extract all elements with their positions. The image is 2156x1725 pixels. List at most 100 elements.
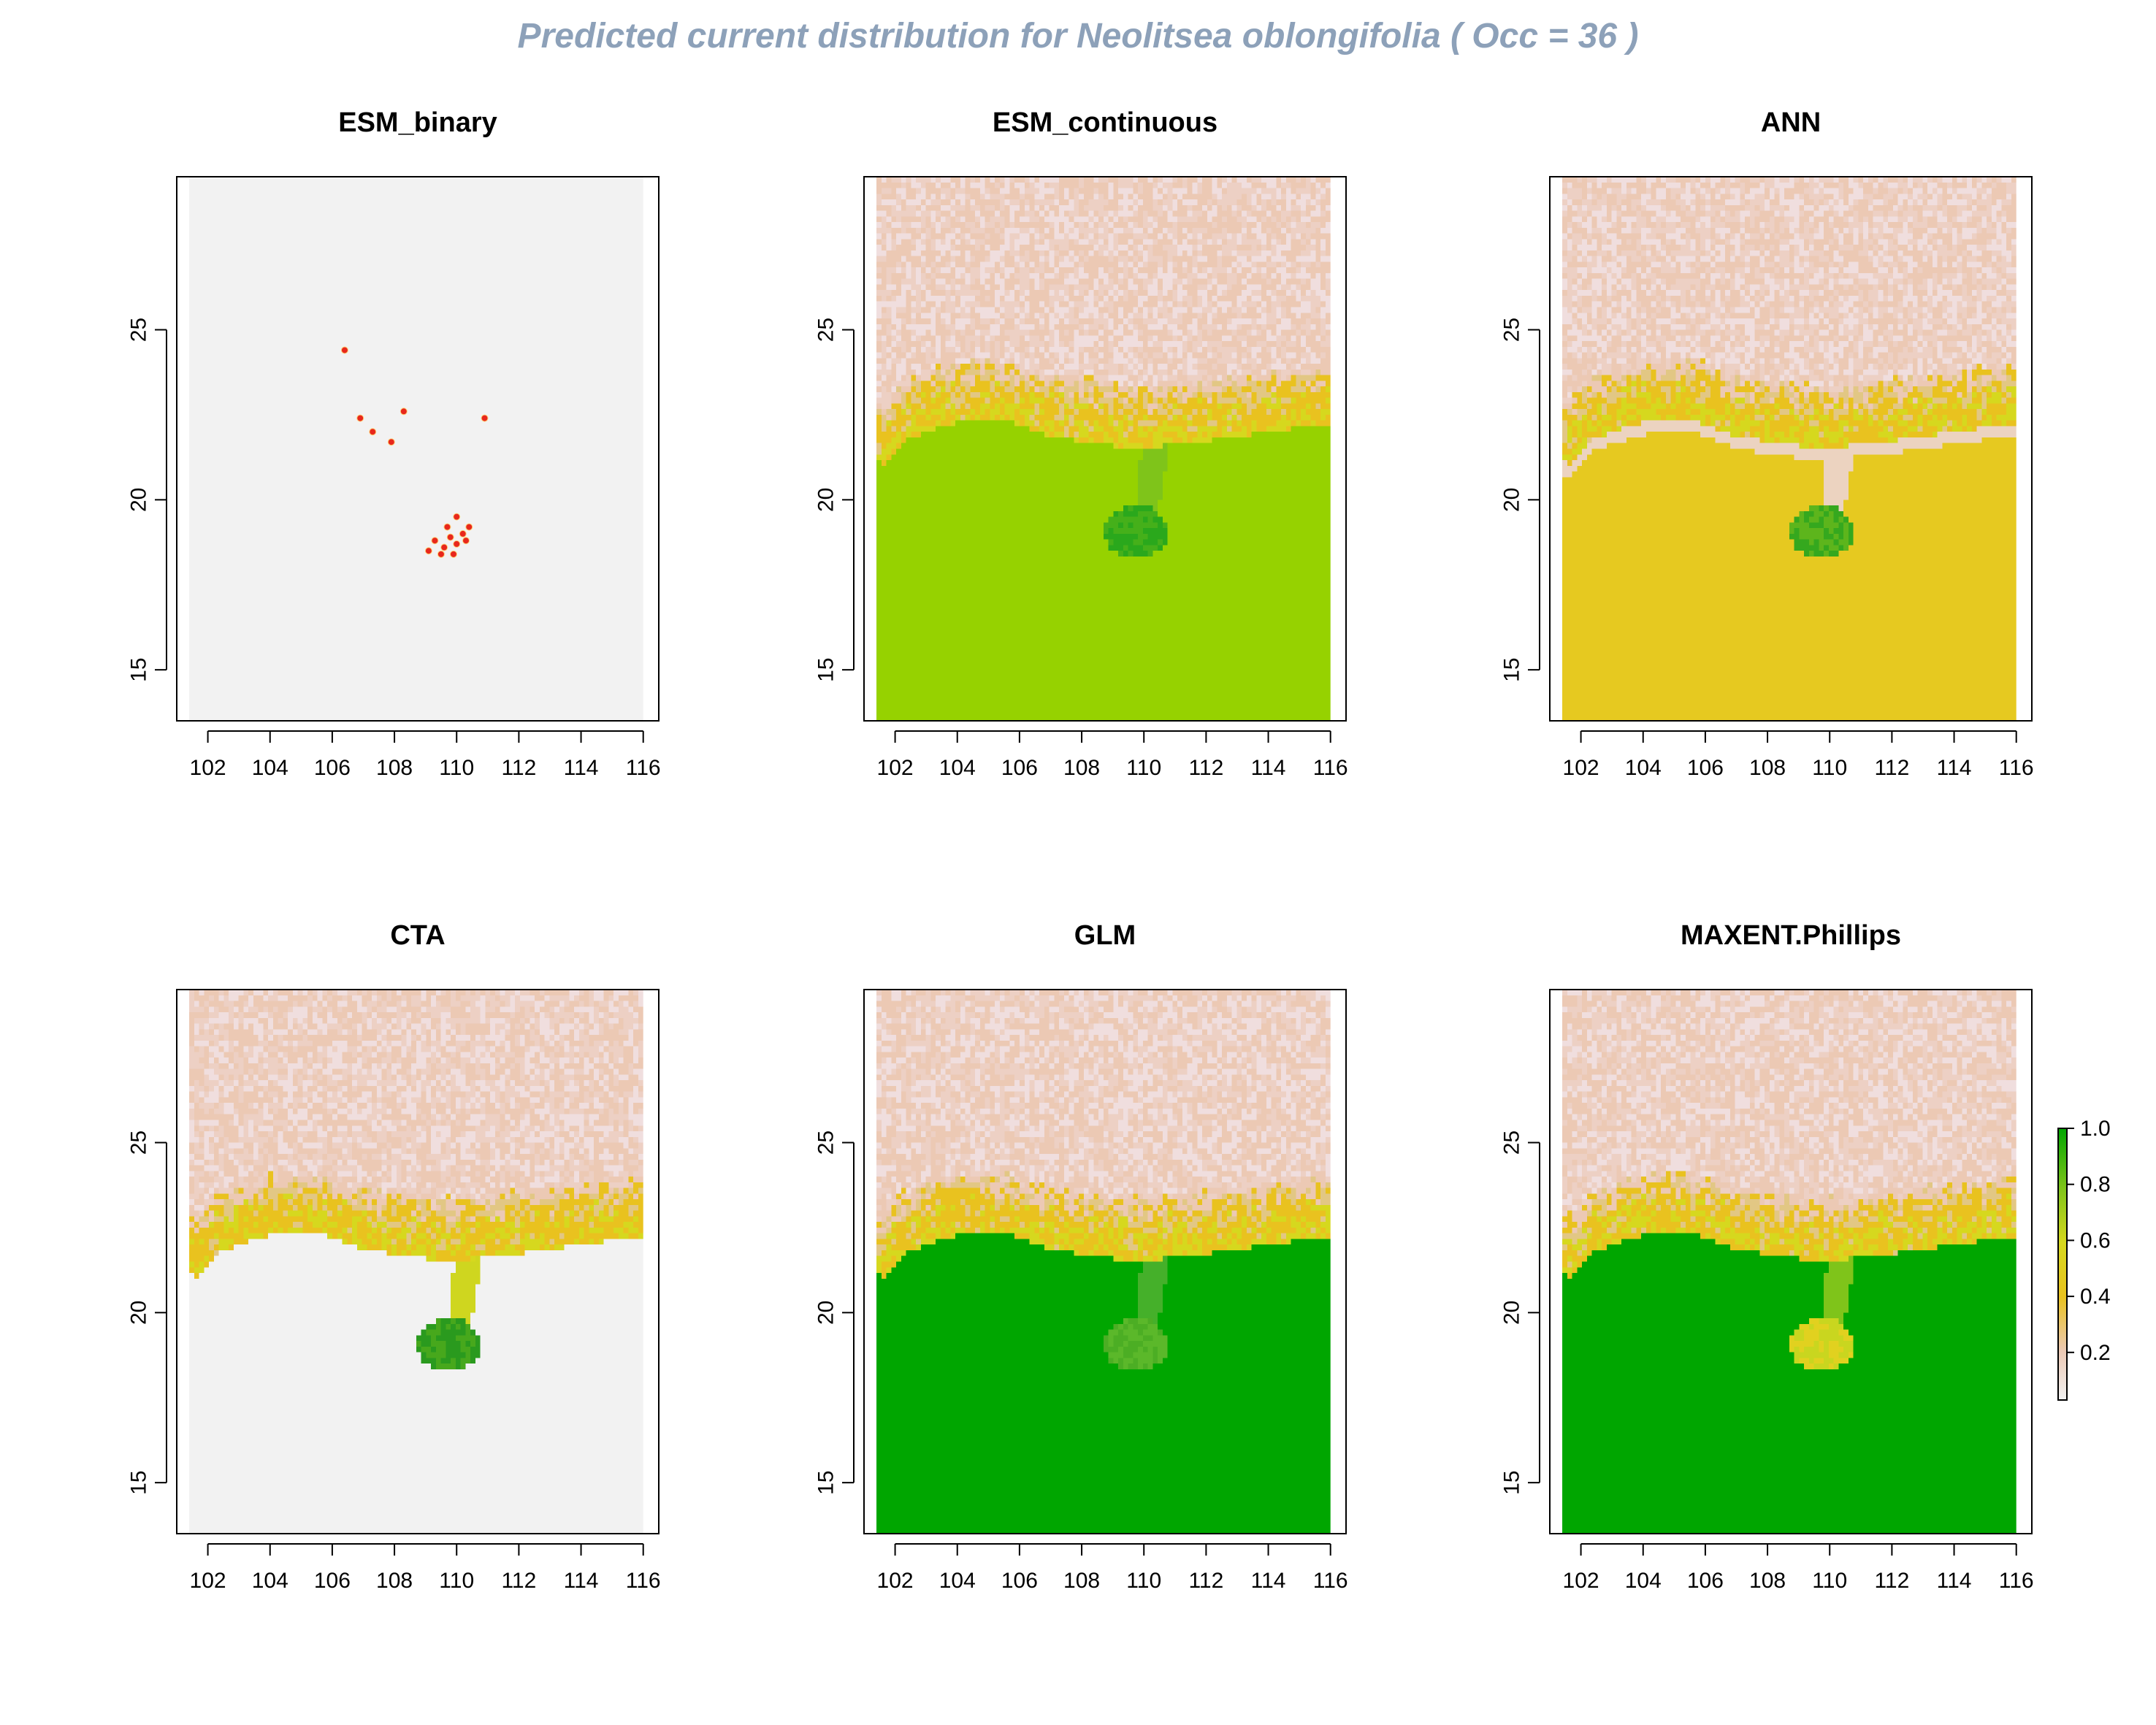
y-tick-label: 15 <box>1500 657 1524 681</box>
y-tick-label: 20 <box>127 1301 151 1325</box>
x-tick-label: 116 <box>1313 756 1348 780</box>
panel-title: ESM_binary <box>338 107 497 138</box>
occurrence-point <box>400 408 408 416</box>
occurrence-point <box>453 513 461 521</box>
legend-tick-label: 0.6 <box>2080 1228 2111 1252</box>
panel-title: ANN <box>1761 107 1821 138</box>
y-tick-label: 20 <box>814 488 838 512</box>
occurrence-point <box>437 550 445 558</box>
x-tick-label: 108 <box>376 756 413 780</box>
y-axis: 15 20 25 <box>814 1131 855 1495</box>
x-axis: 102 104 106 108 110 112 114 116 <box>877 1543 1348 1593</box>
y-tick-label: 25 <box>814 318 838 342</box>
panel-esm-binary: ESM_binary 102 104 106 108 110 112 114 116 15 20 25 <box>127 107 661 780</box>
x-tick-label: 112 <box>501 756 536 780</box>
raster-heatmap <box>876 990 1331 1534</box>
x-tick-label: 102 <box>1563 1569 1599 1593</box>
x-tick-label: 110 <box>1812 1569 1847 1593</box>
x-tick-label: 112 <box>1188 756 1223 780</box>
legend-tick-label: 0.4 <box>2080 1285 2111 1309</box>
x-tick-label: 114 <box>564 1569 599 1593</box>
x-tick-label: 106 <box>1687 1569 1724 1593</box>
x-tick-label: 112 <box>1874 1569 1909 1593</box>
panel-cta: CTA 102 104 106 108 110 112 114 116 15 20 25 <box>127 920 661 1593</box>
x-tick-label: 104 <box>252 756 288 780</box>
x-tick-label: 102 <box>877 756 914 780</box>
y-axis: 15 20 25 <box>1500 1131 1540 1495</box>
occurrence-point <box>481 414 489 422</box>
x-tick-label: 106 <box>1687 756 1724 780</box>
occurrence-point <box>459 529 467 538</box>
x-tick-label: 116 <box>1999 756 2034 780</box>
x-tick-label: 106 <box>314 756 351 780</box>
panel-glm: GLM 102 104 106 108 110 112 114 116 15 20 25 <box>814 920 1348 1593</box>
panels-layer: ESM_binary 102 104 106 108 110 112 114 116 15 20 25… <box>127 107 2034 1593</box>
raster-heatmap <box>1562 177 2017 721</box>
x-axis: 102 104 106 108 110 112 114 116 <box>190 730 661 780</box>
x-tick-label: 108 <box>1749 756 1786 780</box>
raster-heatmap <box>189 990 643 1534</box>
x-tick-label: 116 <box>1999 1569 2034 1593</box>
legend-color-bar <box>2057 1128 2068 1401</box>
occurrence-point <box>387 438 395 446</box>
occurrence-point <box>443 523 451 531</box>
x-tick-label: 110 <box>439 756 474 780</box>
x-tick-label: 114 <box>1937 756 1972 780</box>
y-tick-label: 25 <box>814 1131 838 1155</box>
y-tick-label: 15 <box>1500 1470 1524 1494</box>
x-tick-label: 106 <box>1001 1569 1038 1593</box>
y-tick-label: 20 <box>1500 1301 1524 1325</box>
x-tick-label: 116 <box>1313 1569 1348 1593</box>
y-tick-label: 15 <box>127 657 151 681</box>
x-tick-label: 112 <box>1874 756 1909 780</box>
y-tick-label: 20 <box>127 488 151 512</box>
legend-tick-label: 0.8 <box>2080 1173 2111 1197</box>
x-tick-label: 106 <box>1001 756 1038 780</box>
x-tick-label: 112 <box>501 1569 536 1593</box>
x-tick-label: 112 <box>1188 1569 1223 1593</box>
occurrence-point <box>424 547 432 555</box>
raster-heatmap <box>876 177 1331 721</box>
x-axis: 102 104 106 108 110 112 114 116 <box>1563 730 2034 780</box>
occurrence-point <box>356 414 364 422</box>
x-tick-label: 110 <box>1812 756 1847 780</box>
y-axis: 15 20 25 <box>814 318 855 682</box>
y-tick-label: 15 <box>814 1470 838 1494</box>
x-tick-label: 114 <box>1937 1569 1972 1593</box>
plot-frame <box>863 989 1347 1534</box>
x-tick-label: 106 <box>314 1569 351 1593</box>
x-axis: 102 104 106 108 110 112 114 116 <box>190 1543 661 1593</box>
panel-title: GLM <box>1074 920 1136 951</box>
x-tick-label: 102 <box>190 756 226 780</box>
page-title: Predicted current distribution for Neoli… <box>517 17 1639 56</box>
y-axis: 15 20 25 <box>127 1131 167 1495</box>
plot-frame <box>863 176 1347 722</box>
panel-title: CTA <box>390 920 445 951</box>
x-tick-label: 102 <box>190 1569 226 1593</box>
plot-frame <box>176 176 660 722</box>
y-tick-label: 20 <box>814 1301 838 1325</box>
x-tick-label: 116 <box>626 756 661 780</box>
x-tick-label: 104 <box>1625 1569 1662 1593</box>
raster-heatmap <box>1562 990 2017 1534</box>
x-tick-label: 116 <box>626 1569 661 1593</box>
occurrence-point <box>462 537 470 545</box>
x-tick-label: 104 <box>252 1569 288 1593</box>
occurrence-point <box>340 346 348 354</box>
y-tick-label: 15 <box>127 1470 151 1494</box>
panel-title: ESM_continuous <box>993 107 1217 138</box>
x-tick-label: 104 <box>939 756 976 780</box>
legend: 0.2 0.4 0.6 0.8 1.0 <box>2057 1117 2111 1401</box>
x-tick-label: 110 <box>439 1569 474 1593</box>
x-tick-label: 114 <box>1251 1569 1286 1593</box>
y-tick-label: 20 <box>1500 488 1524 512</box>
occurrence-point <box>453 540 461 548</box>
x-tick-label: 114 <box>564 756 599 780</box>
panel-esm-continuous: ESM_continuous 102 104 106 108 110 112 114 116 15… <box>814 107 1348 780</box>
x-tick-label: 104 <box>1625 756 1662 780</box>
x-tick-label: 104 <box>939 1569 976 1593</box>
x-tick-label: 108 <box>1063 1569 1100 1593</box>
plot-frame <box>176 989 660 1534</box>
